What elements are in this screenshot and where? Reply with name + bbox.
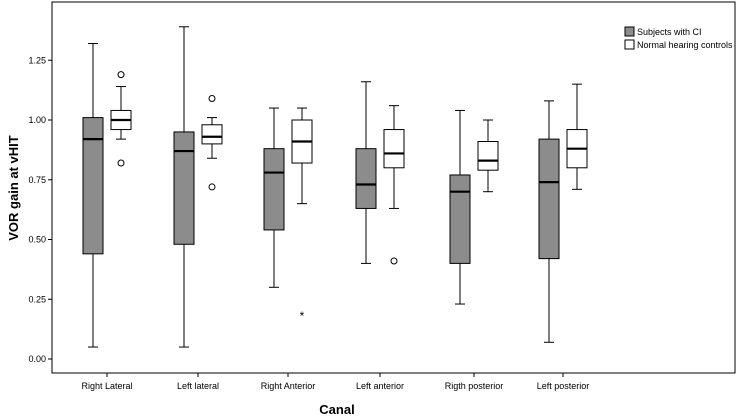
iqr-box bbox=[477, 141, 499, 171]
x-tick-label: Right Anterior bbox=[261, 381, 316, 391]
legend-label-1: Normal hearing controls bbox=[637, 40, 733, 50]
box-0-1 bbox=[173, 26, 195, 348]
box-0-5 bbox=[538, 100, 560, 343]
legend-swatch-1 bbox=[624, 39, 635, 50]
outlier-point bbox=[117, 159, 125, 167]
y-tick-label: 1.25 bbox=[28, 55, 46, 65]
x-tick-label: Rigth posterior bbox=[445, 381, 504, 391]
y-tick-label: 0.75 bbox=[28, 175, 46, 185]
x-tick-label: Left lateral bbox=[177, 381, 219, 391]
iqr-box bbox=[201, 124, 223, 145]
y-tick-label: 0.00 bbox=[28, 354, 46, 364]
outlier-point bbox=[390, 257, 398, 265]
box-1-3 bbox=[383, 105, 405, 265]
iqr-box bbox=[449, 174, 471, 264]
box-1-1 bbox=[201, 94, 223, 191]
iqr-box bbox=[82, 117, 104, 255]
x-tick-label: Left anterior bbox=[356, 381, 404, 391]
boxes: * bbox=[82, 26, 588, 348]
x-axis-title: Canal bbox=[319, 402, 354, 417]
legend: Subjects with CI Normal hearing controls bbox=[624, 26, 733, 50]
iqr-box bbox=[355, 148, 377, 209]
outlier-point bbox=[208, 94, 216, 102]
box-0-4 bbox=[449, 109, 471, 305]
iqr-box bbox=[263, 148, 285, 231]
x-tick-label: Left posterior bbox=[537, 381, 590, 391]
box-1-2: * bbox=[291, 107, 313, 323]
box-1-0 bbox=[110, 71, 132, 167]
box-1-5 bbox=[566, 83, 588, 190]
x-axis: Right Lateral Left lateral Right Anterior L… bbox=[81, 373, 589, 391]
iqr-box bbox=[173, 131, 195, 245]
legend-label-0: Subjects with CI bbox=[637, 27, 702, 37]
box-0-0 bbox=[82, 43, 104, 348]
legend-swatch-0 bbox=[624, 26, 635, 37]
y-tick-label: 0.25 bbox=[28, 294, 46, 304]
box-0-2 bbox=[263, 107, 285, 288]
y-axis: 0.00 0.25 0.50 0.75 1.00 1.25 bbox=[28, 55, 52, 364]
x-tick-label: Right Lateral bbox=[81, 381, 132, 391]
y-axis-title: VOR gain at vHIT bbox=[6, 135, 21, 241]
box-1-4 bbox=[477, 119, 499, 193]
iqr-box bbox=[538, 138, 560, 260]
extreme-point: * bbox=[300, 309, 305, 323]
y-tick-label: 0.50 bbox=[28, 235, 46, 245]
outlier-point bbox=[208, 183, 216, 191]
outlier-point bbox=[117, 71, 125, 79]
y-tick-label: 1.00 bbox=[28, 115, 46, 125]
box-0-3 bbox=[355, 81, 377, 264]
iqr-box bbox=[383, 129, 405, 169]
